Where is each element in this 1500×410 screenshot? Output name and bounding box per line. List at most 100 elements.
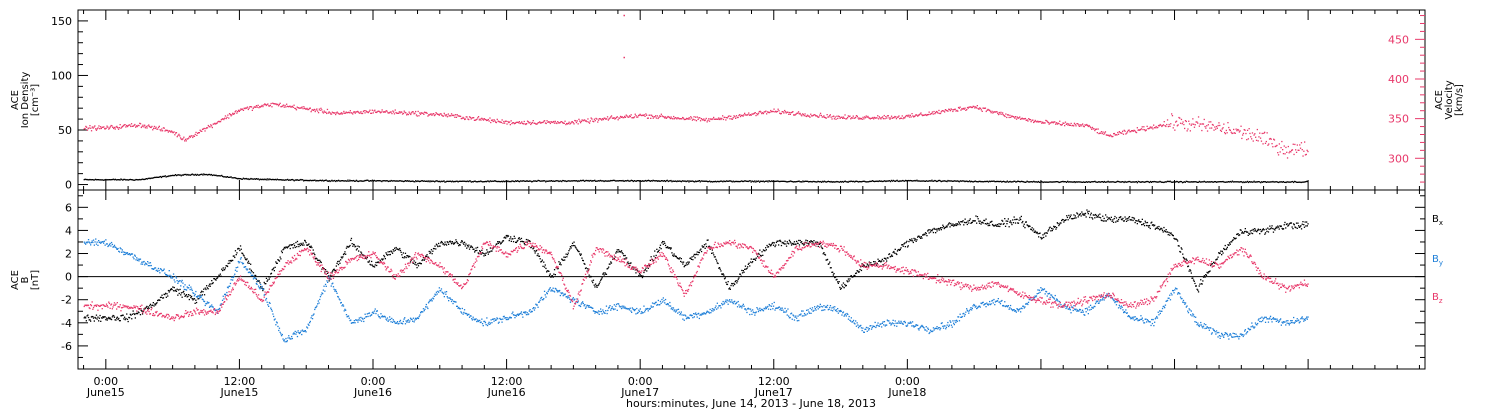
data-point [310, 317, 312, 319]
data-point [1058, 181, 1060, 184]
data-point [574, 180, 576, 182]
data-point [905, 179, 907, 182]
data-point [320, 294, 322, 296]
data-point [462, 180, 464, 182]
data-point [156, 176, 158, 178]
data-point [428, 114, 430, 116]
data-point [432, 180, 434, 182]
data-point [301, 244, 304, 246]
data-point [863, 264, 865, 266]
data-point [687, 263, 690, 265]
data-point [523, 120, 525, 123]
data-point [531, 121, 533, 124]
data-point [716, 118, 718, 120]
data-point [1075, 217, 1077, 219]
data-point [1290, 222, 1292, 224]
data-point [842, 286, 844, 288]
data-point [596, 180, 598, 182]
data-point [165, 292, 167, 294]
data-point [653, 116, 655, 118]
data-point [596, 118, 598, 120]
data-point [212, 282, 214, 284]
data-point [791, 180, 793, 183]
data-point [973, 105, 975, 108]
data-point [979, 107, 982, 110]
data-point [1171, 181, 1173, 183]
data-point [1043, 233, 1046, 235]
data-point [510, 120, 512, 122]
data-point [657, 180, 659, 182]
data-point [788, 243, 790, 245]
data-point [275, 262, 278, 264]
data-point [634, 113, 636, 115]
data-point [154, 303, 156, 305]
data-point [1022, 181, 1024, 183]
data-point [1276, 181, 1278, 183]
data-point [448, 241, 451, 243]
data-point [1235, 181, 1237, 183]
data-point [455, 180, 457, 182]
data-point [171, 131, 173, 133]
data-point [1136, 127, 1138, 129]
data-point [618, 117, 620, 119]
data-point [747, 180, 749, 183]
data-point [620, 251, 622, 253]
data-point [1218, 181, 1220, 183]
data-point [860, 266, 862, 268]
data-point [305, 179, 308, 182]
data-point [188, 137, 190, 139]
data-point [1295, 181, 1298, 183]
data-point [111, 316, 113, 318]
data-point [416, 115, 418, 117]
data-point [468, 180, 471, 182]
data-point [360, 316, 362, 319]
data-point [907, 179, 910, 182]
data-point [806, 114, 809, 116]
data-point [334, 179, 336, 182]
data-point [950, 108, 952, 110]
data-point [1074, 123, 1076, 126]
data-point [1177, 245, 1179, 247]
data-point [722, 115, 724, 117]
data-point [1117, 220, 1119, 222]
data-point [911, 240, 914, 242]
data-point [1176, 239, 1178, 241]
data-point [339, 113, 342, 115]
data-point [988, 180, 991, 182]
data-point [163, 175, 165, 178]
data-point [1227, 244, 1229, 246]
data-point [985, 218, 987, 220]
data-point [166, 129, 169, 132]
data-point [996, 111, 998, 113]
data-point [661, 180, 664, 182]
data-point [859, 118, 862, 120]
data-point [157, 126, 160, 129]
data-point [835, 279, 837, 281]
data-point [966, 106, 969, 109]
data-point [631, 180, 634, 182]
data-point [329, 278, 331, 281]
data-point [1188, 123, 1191, 125]
data-point [175, 174, 178, 177]
data-point [211, 282, 214, 285]
data-point [972, 181, 975, 183]
data-point [332, 112, 334, 114]
data-point [866, 263, 868, 265]
data-point [912, 115, 914, 117]
data-point [1251, 229, 1253, 231]
data-point [1255, 136, 1257, 138]
data-point [129, 313, 131, 315]
data-point [306, 244, 308, 246]
data-point [1165, 125, 1167, 128]
data-point [924, 180, 926, 182]
data-point [103, 179, 105, 181]
data-point [611, 117, 614, 119]
data-point [931, 112, 933, 115]
data-point [849, 278, 851, 280]
data-point [279, 331, 281, 333]
data-point [1193, 123, 1195, 125]
data-point [426, 254, 428, 256]
data-point [222, 267, 224, 269]
data-point [703, 118, 705, 120]
data-point [1223, 181, 1225, 183]
